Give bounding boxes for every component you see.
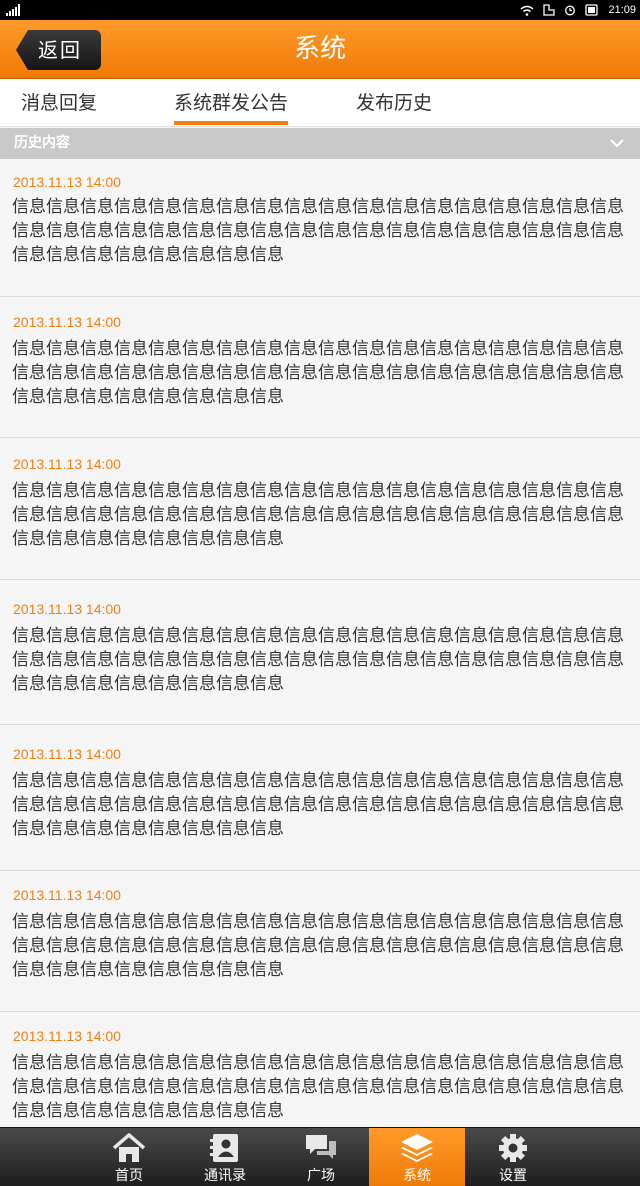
item-time: 2013.11.13 14:00 (13, 314, 121, 330)
sim-card-icon (543, 4, 556, 16)
item-time: 2013.11.13 14:00 (13, 1028, 121, 1044)
nav-label: 通讯录 (204, 1168, 246, 1184)
list-item[interactable]: 2013.11.13 14:00 信息信息信息信息信息信息信息信息信息信息信息信… (0, 871, 640, 1012)
section-header[interactable]: 历史内容 (0, 128, 640, 159)
nav-square[interactable]: 广场 (273, 1128, 369, 1186)
item-content: 信息信息信息信息信息信息信息信息信息信息信息信息信息信息信息信息信息信息信息信息… (12, 912, 624, 980)
list-item[interactable]: 2013.11.13 14:00 信息信息信息信息信息信息信息信息信息信息信息信… (0, 1012, 640, 1127)
section-title: 历史内容 (14, 135, 70, 151)
page-title: 系统 (293, 34, 346, 64)
tab-system-broadcast[interactable]: 系统群发公告 (174, 80, 289, 127)
status-bar: 21:09 (0, 0, 640, 20)
list-item[interactable]: 2013.11.13 14:00 信息信息信息信息信息信息信息信息信息信息信息信… (0, 297, 640, 438)
list-item[interactable]: 2013.11.13 14:00 信息信息信息信息信息信息信息信息信息信息信息信… (0, 725, 640, 871)
alarm-icon (565, 5, 576, 16)
nav-settings[interactable]: 设置 (465, 1128, 561, 1186)
chevron-down-icon[interactable] (610, 136, 624, 150)
item-time: 2013.11.13 14:00 (13, 174, 121, 190)
item-time: 2013.11.13 14:00 (13, 887, 121, 903)
gear-icon (499, 1134, 527, 1162)
contacts-icon (210, 1134, 238, 1162)
item-content: 信息信息信息信息信息信息信息信息信息信息信息信息信息信息信息信息信息信息信息信息… (12, 771, 624, 839)
chat-bubbles-icon (306, 1135, 336, 1159)
battery-icon (585, 4, 599, 16)
nav-label: 系统 (403, 1168, 431, 1184)
list-item[interactable]: 2013.11.13 14:00 信息信息信息信息信息信息信息信息信息信息信息信… (0, 580, 640, 725)
tab-bar: 消息回复 系统群发公告 发布历史 (0, 80, 640, 127)
item-content: 信息信息信息信息信息信息信息信息信息信息信息信息信息信息信息信息信息信息信息信息… (12, 626, 624, 694)
list-item[interactable]: 2013.11.13 14:00 信息信息信息信息信息信息信息信息信息信息信息信… (0, 159, 640, 297)
tab-message-reply[interactable]: 消息回复 (21, 92, 98, 114)
clock-text: 21:09 (608, 4, 636, 16)
item-content: 信息信息信息信息信息信息信息信息信息信息信息信息信息信息信息信息信息信息信息信息… (12, 197, 624, 265)
nav-label: 首页 (115, 1168, 143, 1184)
wifi-icon (520, 5, 534, 16)
nav-home[interactable]: 首页 (81, 1128, 177, 1186)
nav-label: 设置 (499, 1168, 527, 1184)
bottom-nav: 首页 通讯录 广场 系统 (0, 1127, 640, 1186)
nav-contacts[interactable]: 通讯录 (177, 1128, 273, 1186)
nav-label: 广场 (307, 1168, 335, 1184)
item-time: 2013.11.13 14:00 (13, 601, 121, 617)
item-content: 信息信息信息信息信息信息信息信息信息信息信息信息信息信息信息信息信息信息信息信息… (12, 481, 624, 549)
item-time: 2013.11.13 14:00 (13, 746, 121, 762)
layers-icon (401, 1134, 433, 1162)
app-header: 系统 返回 (0, 20, 640, 79)
item-content: 信息信息信息信息信息信息信息信息信息信息信息信息信息信息信息信息信息信息信息信息… (12, 1053, 624, 1121)
tab-publish-history[interactable]: 发布历史 (356, 92, 433, 114)
nav-system[interactable]: 系统 (369, 1128, 465, 1186)
item-time: 2013.11.13 14:00 (13, 456, 121, 472)
signal-icon (6, 4, 20, 16)
list-item[interactable]: 2013.11.13 14:00 信息信息信息信息信息信息信息信息信息信息信息信… (0, 438, 640, 580)
item-content: 信息信息信息信息信息信息信息信息信息信息信息信息信息信息信息信息信息信息信息信息… (12, 339, 624, 407)
home-icon (112, 1133, 146, 1162)
back-button[interactable]: 返回 (16, 30, 101, 70)
